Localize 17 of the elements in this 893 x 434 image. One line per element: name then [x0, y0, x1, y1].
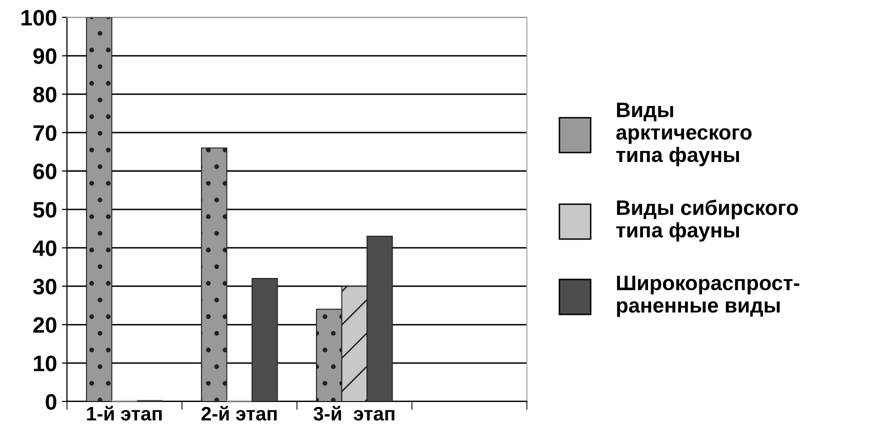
- y-tick-label: 0: [46, 394, 56, 410]
- y-tick-label: 40: [32, 240, 56, 256]
- y-tick-label: 80: [33, 86, 56, 102]
- legend-label: Широкораспрост- раненные виды: [617, 276, 800, 317]
- legend-label: Виды сибирского типа фауны: [616, 200, 798, 242]
- y-tick-label: 100: [22, 10, 56, 26]
- x-tick-label: 3-й этап: [314, 406, 394, 421]
- y-tick-label: 70: [33, 125, 56, 141]
- y-tick-label: 50: [33, 202, 56, 218]
- y-tick-label: 90: [33, 48, 56, 64]
- legend-label: Виды арктического типа фауны: [616, 102, 752, 166]
- y-tick-label: 60: [33, 164, 56, 180]
- y-tick-label: 20: [33, 317, 56, 333]
- y-tick-label: 30: [33, 278, 56, 295]
- x-tick-label: 1-й этап: [87, 406, 162, 421]
- y-tick-label: 10: [34, 356, 56, 372]
- x-tick-label: 2-й этап: [202, 406, 277, 421]
